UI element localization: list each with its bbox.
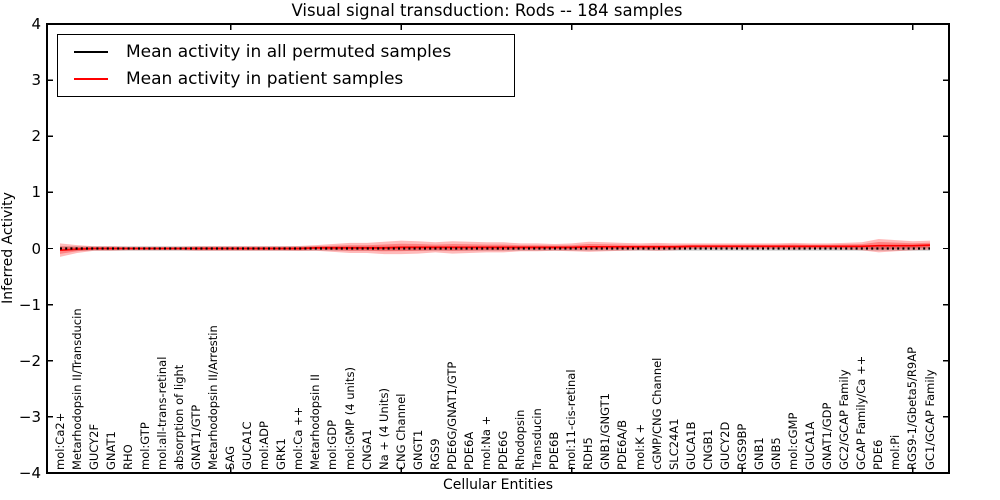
x-tick-label: mol:GDP [325, 419, 340, 470]
x-tick-label: GNB1/GNGT1 [598, 393, 613, 470]
x-tick-label: GRK1 [274, 438, 289, 470]
y-tick-label: −3 [18, 407, 41, 426]
x-tick-label: RGS9-1/Gbeta5/R9AP [905, 346, 920, 470]
y-tick-label: 0 [31, 239, 41, 258]
x-tick-label: mol:ADP [257, 421, 272, 470]
x-tick-label: GC2/GCAP Family [837, 369, 852, 470]
x-tick-label: PDE6A [461, 431, 476, 470]
y-tick-label: −1 [18, 295, 41, 314]
y-tick-label: −4 [18, 464, 41, 482]
x-tick-label: RGS9 [427, 438, 442, 470]
x-tick-label: mol:all-trans-retinal [154, 356, 169, 470]
x-tick-label: mol:11-cis-retinal [564, 369, 579, 470]
y-tick-label: 4 [31, 15, 41, 33]
x-tick-label: GCAP Family/Ca ++ [854, 355, 869, 470]
x-tick-label: GC1/GCAP Family [922, 369, 937, 470]
x-tick-label: CNGA1 [359, 429, 374, 470]
chart-title: Visual signal transduction: Rods -- 184 … [291, 1, 683, 20]
x-tick-label: GNAT1 [103, 431, 118, 470]
x-tick-label: SLC24A1 [666, 418, 681, 470]
y-tick-label: 1 [31, 183, 41, 202]
x-tick-label: PDE6 [871, 439, 886, 470]
x-tick-label: Metarhodopsin II/Transducin [69, 308, 84, 470]
x-tick-label: PDE6G [496, 430, 511, 470]
x-tick-label: RHO [120, 444, 135, 470]
x-tick-label: GNAT1/GDP [820, 402, 835, 470]
x-tick-label: GUCA1A [803, 421, 818, 470]
legend: Mean activity in all permuted samples Me… [57, 34, 515, 97]
patient-line-sample-icon [74, 78, 108, 80]
legend-item-patient: Mean activity in patient samples [58, 69, 514, 89]
x-tick-label: GUCY2D [717, 421, 732, 470]
x-tick-label: GNB5 [768, 437, 783, 470]
x-tick-label: GNGT1 [410, 429, 425, 470]
x-tick-label: SAG [223, 445, 238, 470]
y-tick-label: 2 [31, 127, 41, 146]
x-tick-label: GUCY2F [86, 423, 101, 470]
legend-label: Mean activity in all permuted samples [126, 42, 452, 62]
y-tick-label: 3 [31, 71, 41, 90]
x-tick-label: PDE6B [547, 431, 562, 470]
x-tick-label: GNB1 [751, 437, 766, 470]
x-tick-label: GNAT1/GTP [188, 404, 203, 470]
x-tick-label: PDE6G/GNAT1/GTP [444, 361, 459, 470]
x-tick-label: GUCA1C [240, 421, 255, 470]
x-tick-label: mol:GTP [137, 422, 152, 470]
x-tick-label: Na + (4 Units) [376, 388, 391, 470]
x-tick-label: Transducin [530, 408, 545, 470]
x-tick-label: mol:GMP (4 units) [342, 367, 357, 470]
x-tick-label: absorption of light [171, 364, 186, 470]
x-axis-label: Cellular Entities [442, 477, 554, 493]
x-tick-label: mol:Ca ++ [291, 406, 306, 470]
legend-label: Mean activity in patient samples [126, 69, 404, 89]
x-tick-label: Metarhodopsin II/Arrestin [206, 325, 221, 470]
x-tick-label: mol:cGMP [786, 412, 801, 470]
x-tick-label: CNG Channel [393, 393, 408, 470]
x-tick-label: Metarhodopsin II [308, 374, 323, 470]
x-tick-label: Rhodopsin [513, 409, 528, 470]
x-tick-label: cGMP/CNG Channel [649, 357, 664, 470]
x-tick-label: RGS9BP [734, 423, 749, 470]
x-tick-label: mol:Ca2+ [52, 412, 67, 470]
x-tick-label: CNGB1 [700, 429, 715, 470]
x-tick-label: mol:Na + [478, 415, 493, 470]
x-tick-label: PDE6A/B [615, 419, 630, 470]
y-tick-label: −2 [18, 351, 41, 370]
x-tick-label: mol:K + [632, 423, 647, 470]
permuted-line-sample-icon [74, 51, 108, 53]
x-tick-label: RDH5 [581, 437, 596, 470]
x-tick-label: mol:Pi [888, 434, 903, 470]
x-tick-label: GUCA1B [683, 421, 698, 470]
legend-item-permuted: Mean activity in all permuted samples [58, 42, 514, 62]
